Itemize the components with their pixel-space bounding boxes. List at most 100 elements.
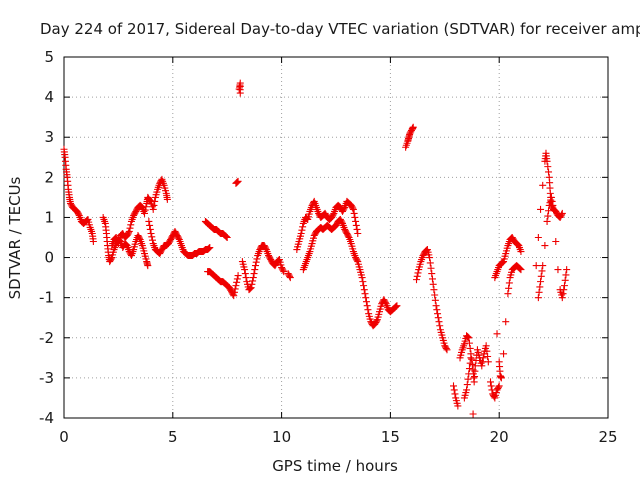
- data-point: [463, 332, 471, 340]
- grid-lines: [64, 57, 608, 418]
- data-point: [248, 280, 256, 288]
- data-point: [364, 306, 372, 314]
- data-point: [352, 221, 360, 229]
- data-point: [504, 290, 512, 298]
- data-point: [493, 330, 501, 338]
- data-point: [393, 302, 401, 310]
- data-point: [234, 272, 242, 280]
- data-point: [251, 262, 259, 270]
- data-point: [205, 244, 213, 252]
- data-point: [236, 89, 244, 97]
- data-point: [141, 209, 149, 217]
- data-point: [125, 227, 133, 235]
- data-point: [483, 347, 491, 355]
- y-tick-label: -1: [39, 289, 54, 307]
- data-point: [499, 258, 507, 266]
- data-point: [146, 197, 154, 205]
- data-point: [279, 266, 287, 274]
- data-point: [547, 193, 555, 201]
- data-point: [409, 123, 417, 131]
- data-point: [353, 256, 361, 264]
- data-point: [163, 195, 171, 203]
- data-point: [141, 206, 149, 214]
- data-point: [352, 217, 360, 225]
- data-point: [431, 291, 439, 299]
- data-point: [329, 211, 337, 219]
- data-point: [487, 382, 495, 390]
- data-point: [550, 205, 558, 213]
- data-point: [464, 333, 472, 341]
- data-point: [360, 282, 368, 290]
- data-point: [450, 386, 458, 394]
- data-point: [234, 177, 242, 185]
- data-point: [299, 223, 307, 231]
- data-point: [490, 393, 498, 401]
- data-point: [363, 302, 371, 310]
- data-point: [534, 294, 542, 302]
- data-point: [558, 294, 566, 302]
- data-point: [142, 203, 150, 211]
- x-tick-label: 0: [59, 428, 69, 446]
- data-point: [233, 179, 241, 187]
- data-point: [451, 390, 459, 398]
- data-point: [428, 270, 436, 278]
- data-point: [297, 229, 305, 237]
- data-point: [427, 264, 435, 272]
- y-tick-label: 2: [44, 168, 54, 186]
- data-point: [484, 352, 492, 360]
- data-point: [286, 274, 294, 282]
- data-point: [562, 271, 570, 279]
- data-point: [538, 267, 546, 275]
- data-point: [430, 286, 438, 294]
- data-point: [479, 354, 487, 362]
- data-point: [146, 221, 154, 229]
- data-point: [539, 181, 547, 189]
- y-axis-label: SDTVAR / TECUs: [6, 176, 24, 299]
- data-point: [465, 370, 473, 378]
- x-tick-label: 10: [272, 428, 291, 446]
- data-point: [502, 318, 510, 326]
- data-point: [426, 259, 434, 267]
- data-point: [465, 339, 473, 347]
- data-point: [482, 342, 490, 350]
- data-point: [426, 254, 434, 262]
- data-point: [381, 298, 389, 306]
- data-point: [494, 383, 502, 391]
- data-point: [206, 244, 214, 252]
- data-point: [338, 218, 346, 226]
- data-point: [545, 207, 553, 215]
- data-point: [443, 346, 451, 354]
- data-point: [454, 402, 462, 410]
- chart-title: Day 224 of 2017, Sidereal Day-to-day VTE…: [40, 20, 640, 38]
- tick-labels: 0 5 10 15 20 25 -4 -3 -2 -1 0 1 2 3 4 5: [39, 48, 618, 446]
- data-point: [241, 270, 249, 278]
- data-point: [222, 233, 230, 241]
- data-point: [495, 382, 503, 390]
- data-point: [230, 292, 238, 300]
- data-point: [75, 210, 83, 218]
- data-point: [463, 381, 471, 389]
- data-point: [552, 238, 560, 246]
- data-point: [436, 322, 444, 330]
- data-point: [517, 248, 525, 256]
- data-point: [233, 275, 241, 283]
- data-point: [516, 265, 524, 273]
- data-point: [391, 303, 399, 311]
- data-point: [539, 262, 547, 270]
- y-tick-label: 3: [44, 128, 54, 146]
- data-point: [450, 382, 458, 390]
- data-point: [505, 284, 513, 292]
- data-point: [469, 410, 477, 418]
- data-point: [148, 233, 156, 241]
- x-tick-label: 25: [598, 428, 617, 446]
- data-point: [554, 266, 562, 274]
- data-point: [465, 365, 473, 373]
- data-point: [434, 314, 442, 322]
- data-point: [486, 378, 494, 386]
- data-point: [242, 274, 250, 282]
- data-point: [135, 234, 143, 242]
- data-point: [543, 157, 551, 165]
- x-axis-label: GPS time / hours: [272, 457, 398, 475]
- data-point: [359, 278, 367, 286]
- data-point: [413, 276, 421, 284]
